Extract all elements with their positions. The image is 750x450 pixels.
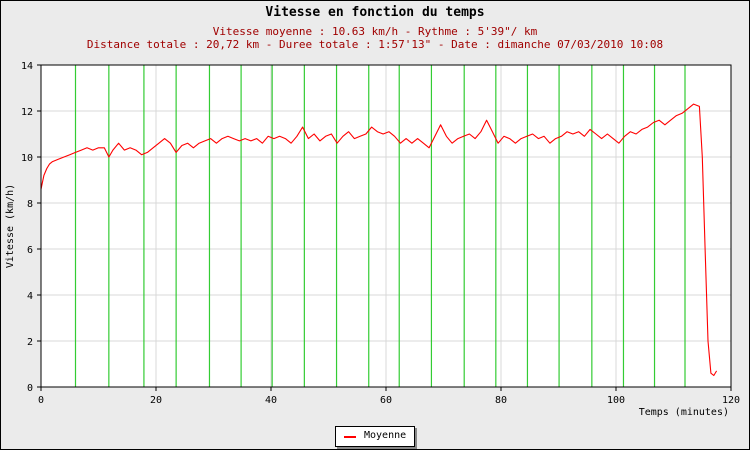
- chart-subtitle-line-2: Distance totale : 20,72 km - Duree total…: [86, 38, 664, 51]
- y-tick-label: 0: [27, 383, 33, 394]
- y-tick-label: 6: [27, 245, 33, 256]
- y-tick-label: 14: [21, 61, 33, 72]
- legend-label-moyenne: Moyenne: [364, 430, 407, 441]
- x-axis-label: Temps (minutes): [639, 407, 729, 418]
- y-axis-label: Vitesse (km/h): [5, 184, 16, 268]
- chart-subtitle-line-1: Vitesse moyenne : 10.63 km/h - Rythme : …: [212, 25, 538, 38]
- chart-legend: Moyenne: [335, 426, 415, 447]
- y-tick-label: 12: [21, 107, 33, 118]
- x-tick-label: 100: [607, 395, 625, 406]
- x-tick-label: 20: [150, 395, 162, 406]
- x-tick-label: 0: [38, 395, 44, 406]
- x-tick-label: 60: [380, 395, 392, 406]
- y-tick-label: 4: [27, 291, 33, 302]
- series-line-0: [40, 103, 718, 377]
- legend-swatch-moyenne: [344, 436, 356, 438]
- y-tick-label: 8: [27, 199, 33, 210]
- x-tick-label: 120: [722, 395, 740, 406]
- x-tick-label: 40: [265, 395, 277, 406]
- x-tick-label: 80: [495, 395, 507, 406]
- chart-title: Vitesse en fonction du temps: [265, 5, 485, 20]
- y-tick-label: 10: [21, 153, 33, 164]
- y-tick-label: 2: [27, 337, 33, 348]
